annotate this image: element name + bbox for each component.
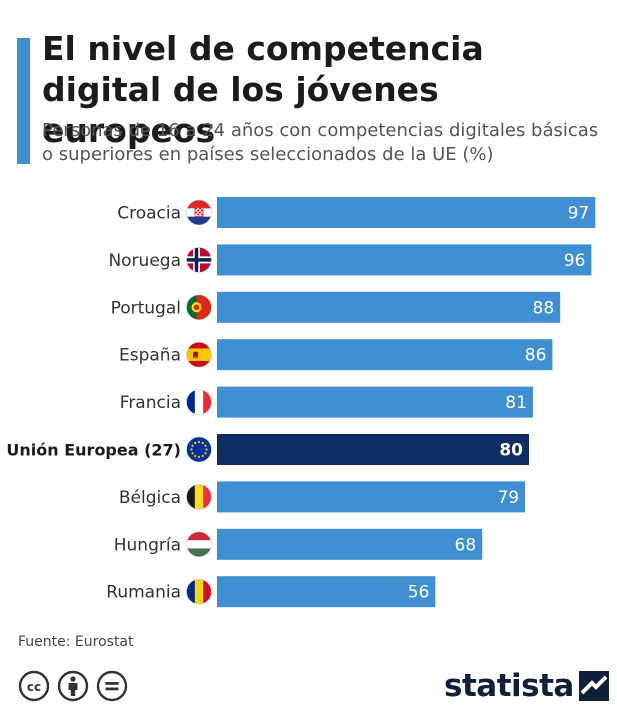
bar-2 [217,291,561,323]
svg-text:cc: cc [27,680,41,694]
bar-value-label: 81 [505,393,527,413]
statista-logo-icon [578,671,609,701]
cc-icon[interactable]: cc [18,670,50,702]
bar-1 [217,244,592,276]
bar-value-label: 68 [455,535,477,555]
license-icons: cc [18,670,128,702]
category-label: Unión Europea (27) [6,441,181,460]
statista-logo[interactable]: statista [444,668,609,704]
bar-value-label: 56 [408,583,430,603]
bar-value-label: 96 [564,251,586,271]
bar-0 [217,197,596,228]
category-label: Portugal [111,298,181,318]
category-label: Noruega [108,251,181,271]
bar-value-label: 86 [525,346,547,366]
hungary-flag-icon [186,531,212,558]
category-label: Francia [120,393,181,413]
page-title: El nivel de competencia digital de los j… [42,29,484,150]
portugal-flag-icon [186,294,212,321]
category-label: Bélgica [119,488,181,508]
source-note: Fuente: Eurostat [18,634,134,650]
category-label: Rumania [106,583,181,603]
nd-icon[interactable] [96,670,128,702]
bar-value-label: 80 [499,441,523,461]
bar-6 [217,481,526,513]
bar-value-label: 97 [568,204,590,224]
bar-value-label: 88 [533,298,555,318]
norway-flag-icon [186,247,212,273]
page-subtitle: Personas de 16 a 24 años con competencia… [42,120,599,165]
belgium-flag-icon [186,484,212,510]
bar-value-label: 79 [497,488,519,508]
eu-flag-icon [186,436,212,463]
category-label: Croacia [117,204,181,224]
category-label: Hungría [114,535,181,555]
by-icon[interactable] [57,670,89,702]
croatia-flag-icon [186,199,212,226]
bar-7 [217,528,483,560]
romania-flag-icon [186,578,212,605]
bar-3 [217,339,553,371]
bar-5 [217,434,529,465]
spain-flag-icon [186,341,212,368]
france-flag-icon [186,389,212,415]
bar-8 [217,576,436,608]
bar-chart: 97 Croacia 96 Noruega 88 Portugal 86 España 81 Fr… [6,197,596,608]
category-label: España [119,346,181,366]
title-accent-bar [17,38,30,164]
bar-4 [217,386,533,418]
statista-logo-text: statista [444,668,574,704]
